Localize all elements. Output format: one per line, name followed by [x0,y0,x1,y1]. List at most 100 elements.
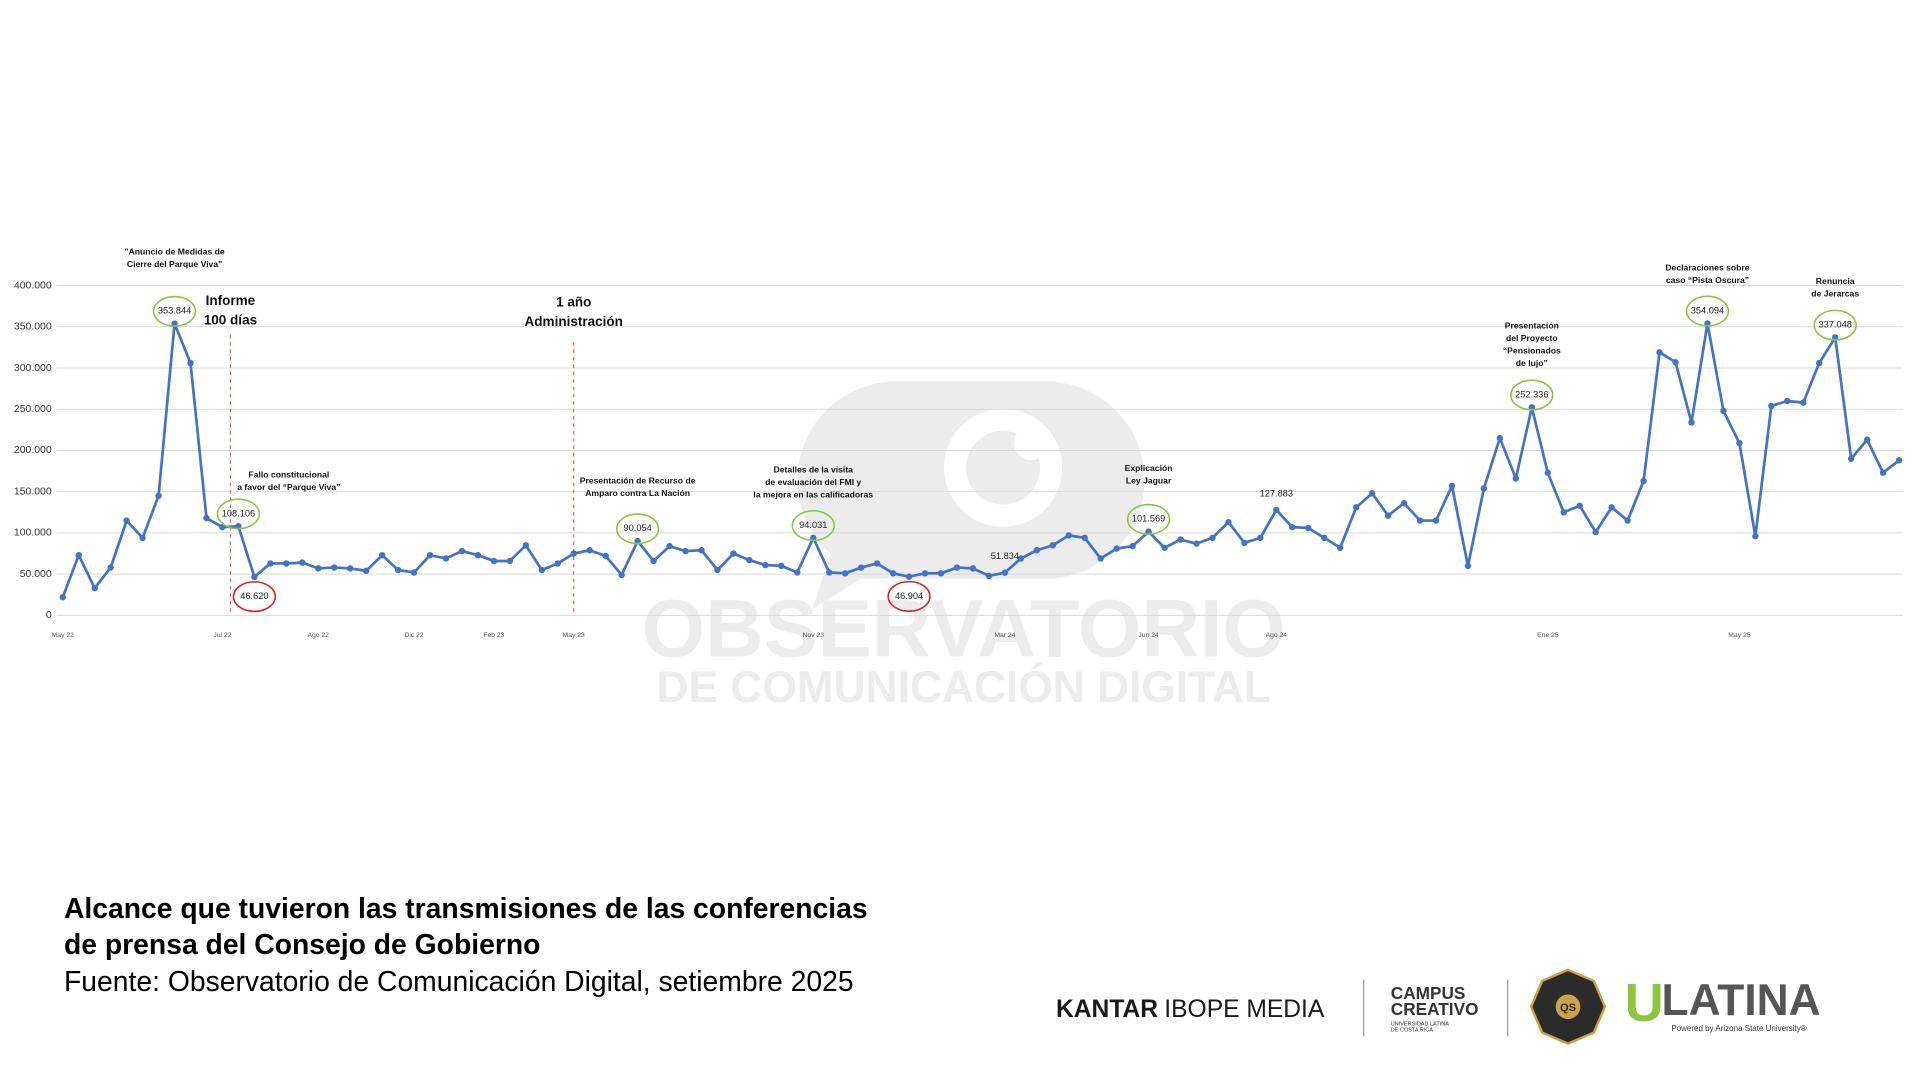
y-tick-label: 250.000 [14,404,52,415]
data-point [346,565,354,572]
watermark-glint [1014,425,1049,461]
data-point [1608,504,1615,511]
data-point [1688,419,1695,426]
data-point [1145,528,1152,535]
value-label: 90.054 [624,523,652,533]
data-point [299,559,306,566]
y-tick-label: 300.000 [14,363,52,374]
y-tick-label: 350.000 [14,322,52,333]
value-label: 353.844 [158,306,191,316]
data-point [1352,504,1360,511]
data-point [1704,320,1711,327]
label-circle [216,498,261,530]
data-point [1001,569,1009,576]
value-label: 337.048 [1819,320,1852,330]
x-tick-label: Feb 23 [483,632,504,639]
value-label: 46.620 [240,591,268,601]
logo-campus: CREATIVO [1391,999,1479,1019]
label-circle [1813,309,1857,341]
data-point [1879,469,1887,476]
data-point [985,572,993,580]
data-point [1736,439,1743,447]
data-point [1225,519,1232,526]
data-point [331,564,338,571]
label-circle [791,509,835,542]
label-circle [1685,295,1730,327]
annotation: 100 días [204,313,257,328]
data-point [969,565,977,572]
annotation: de evaluación del FMI y [765,477,861,487]
data-point [953,564,961,571]
data-point [1560,509,1567,516]
logo-campus: UNIVERSIDAD LATINA [1391,1021,1449,1027]
annotation: a favor del “Parque Viva” [237,482,340,492]
data-point [1113,545,1120,552]
logo-kantar: KANTAR [1056,996,1158,1023]
data-point [1448,482,1456,490]
data-point [857,564,865,571]
data-point [139,534,146,542]
data-point [1640,477,1647,485]
data-point [937,570,945,577]
data-point [1017,555,1025,562]
data-point [1193,540,1200,547]
watermark-text: OBSERVATORIO [642,584,1286,675]
data-point [1368,490,1376,497]
annotation: la mejora en las calificadoras [753,489,873,499]
data-point [1257,534,1264,542]
data-point [841,570,849,577]
annotation: Detalles de la visita [774,464,854,474]
watermark: OBSERVATORIO DE COMUNICACIÓN DIGITAL [642,381,1286,712]
annotation: del Proyecto [1506,333,1558,343]
data-point [1321,534,1328,542]
data-point [1592,528,1599,536]
data-point [1065,532,1072,539]
logo-badge-text: QS [1560,1002,1576,1014]
value-label: 252.336 [1515,389,1548,399]
data-point [203,514,210,522]
data-point [1384,512,1392,519]
data-point [1305,524,1312,532]
logo-kantar: IBOPE MEDIA [1164,996,1325,1023]
value-label: 101.569 [1132,514,1165,524]
annotation: Cierre del Parque Viva" [127,259,222,269]
x-tick-label: Ago 24 [1266,632,1288,639]
data-point [75,551,82,559]
y-tick-label: 0 [46,610,52,621]
annotation: caso “Pista Oscura” [1666,275,1749,285]
y-tick-label: 150.000 [14,486,52,497]
data-point [267,560,274,567]
data-point [682,547,689,555]
data-point [458,547,466,555]
data-point [123,517,130,524]
annotation: Amparo contra La Nación [585,488,690,498]
data-point [730,550,737,557]
annotation: Administración [525,314,623,329]
data-point [666,542,673,550]
annotation: Renuncia [1816,276,1855,286]
x-tick-label: May 23 [563,632,585,639]
data-point [107,564,114,571]
x-tick-label: Jul 22 [213,632,231,639]
annotation: Ley Jaguar [1126,476,1172,486]
x-tick-label: Ene 25 [1537,632,1559,639]
value-label: 94.031 [799,520,827,530]
data-point [810,534,817,542]
chart-title: de prensa del Consejo de Gobierno [64,928,540,960]
data-point [1209,534,1216,542]
x-tick-label: May 22 [52,632,74,639]
x-tick-label: Ago 22 [308,632,330,639]
annotation: de Jerarcas [1811,289,1859,299]
data-point [889,570,897,577]
logo-ulatina: LATINA [1662,976,1821,1025]
data-point [1847,455,1855,462]
logos: KANTAR IBOPE MEDIA CAMPUS CREATIVO UNIVE… [1056,968,1821,1046]
value-label: 127.883 [1260,488,1293,498]
value-label: 51.834 [991,551,1019,561]
data-point [1512,475,1520,482]
data-point [1241,539,1248,547]
data-point [410,569,418,576]
logo-ulatina: Powered by Arizona State University® [1671,1024,1806,1033]
logo-ulatina: U [1625,973,1664,1033]
label-circle [152,295,197,327]
